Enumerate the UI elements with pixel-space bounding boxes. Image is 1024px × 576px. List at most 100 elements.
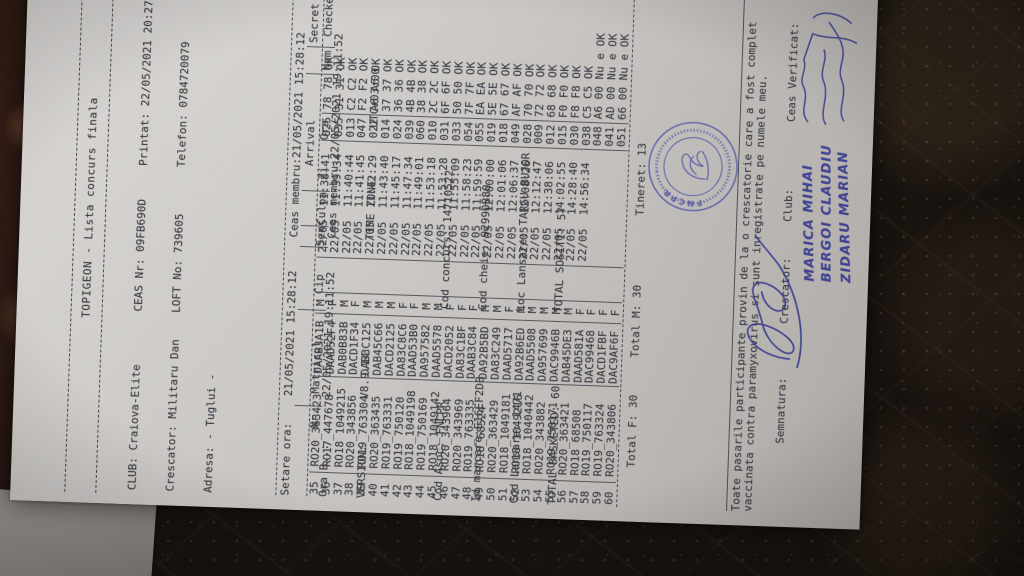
- cell-nom: 048: [591, 123, 605, 151]
- handwritten-name: MARICA MIHAI: [800, 164, 818, 282]
- stamp-outer-ring: [648, 121, 738, 212]
- cell-nr: 46: [437, 485, 451, 500]
- cell-nr: 58: [579, 490, 592, 505]
- cell-nom: 031: [438, 117, 452, 146]
- label-semnatura: Semnatura:: [773, 377, 789, 445]
- cell-sex: F: [609, 302, 622, 325]
- cell-nom: 018: [497, 119, 511, 148]
- cell-sex: F: [597, 302, 611, 324]
- page-title: TOPIGEON - Lista concurs finala: [79, 97, 101, 319]
- table-body: 35RO20_363423DAAB3A1BM22/05 11:38:410257…: [308, 0, 634, 507]
- cell-nr: 48: [461, 486, 475, 501]
- cell-nom: 009: [532, 121, 546, 149]
- cell-nr: 51: [496, 487, 510, 502]
- cell-nr: 53: [520, 488, 534, 503]
- cell-sex: M: [314, 292, 328, 314]
- cell-nr: 49: [473, 486, 486, 501]
- handwritten-name: ZIDARU MARIAN: [835, 150, 855, 284]
- header-line: Adresa: - Tuglui -: [201, 373, 219, 494]
- cell-sex: F: [574, 301, 587, 323]
- header-line: Crescator: Militaru Dan LOFT No: 739605 …: [163, 41, 193, 492]
- cell-nom: 015: [556, 121, 570, 150]
- cell-sex: M: [538, 300, 552, 322]
- stamp-pigeon-icon: [681, 150, 709, 181]
- cell-sex: M: [526, 299, 540, 322]
- cell-nr: 56: [555, 489, 569, 504]
- cell-nom: 028: [521, 120, 534, 149]
- header-spacer: [294, 406, 309, 430]
- cell-nr: 55: [544, 489, 557, 504]
- cell-nr: 35: [308, 481, 321, 495]
- cell-sex: M: [373, 294, 387, 316]
- cell-nom: 060: [415, 116, 428, 145]
- cell-nom: 055: [473, 118, 487, 147]
- cell-nr: 57: [567, 490, 581, 504]
- cell-nom: 049: [509, 120, 523, 148]
- verifier-signatures: [801, 12, 858, 125]
- cell-sex: M: [562, 301, 575, 323]
- cell-nr: 36: [320, 481, 333, 496]
- cell-nr: 43: [402, 484, 416, 499]
- cell-nr: 52: [508, 488, 522, 502]
- cell-nom: 010: [426, 117, 440, 145]
- cell-nr: 38: [343, 482, 357, 497]
- cell-cip: DAC9AF6F: [607, 323, 622, 388]
- cell-nom: 013: [344, 114, 358, 142]
- stamp-fncpr-text: FNCPR: [660, 182, 703, 213]
- cell-nr: 44: [414, 484, 427, 499]
- cell-nom: 041: [603, 123, 617, 151]
- header-line: [241, 0, 271, 494]
- header-spacer: [306, 46, 321, 75]
- cell-nom: 012: [544, 121, 558, 149]
- cell-sex: M: [361, 294, 375, 316]
- handwritten-name: BERGOI CLAUDIU: [819, 144, 835, 283]
- total-f: Total F: 30: [624, 394, 641, 468]
- cell-sex: M: [491, 298, 505, 321]
- cell-nr: 59: [591, 491, 604, 505]
- cell-nom: 054: [462, 118, 475, 146]
- stamp-inner-ring: [663, 137, 723, 197]
- cell-sex: M: [420, 296, 434, 318]
- cell-nr: 50: [485, 487, 498, 501]
- cell-sex: F: [503, 299, 516, 321]
- club-stamp: FNCPR: [648, 121, 738, 213]
- cell-sex: M: [479, 298, 493, 320]
- cell-sex: M: [338, 293, 351, 315]
- cell-nom: 014: [379, 115, 393, 144]
- header-spacer: [300, 190, 316, 227]
- cell-sex: F: [467, 297, 481, 320]
- cell-culoa: [610, 267, 624, 304]
- total-m: Total M: 30: [628, 284, 644, 358]
- cell-nr: 41: [379, 483, 392, 498]
- svg-text:FNCPR: FNCPR: [660, 182, 703, 213]
- results-table: ArrivalSecret Num Nr. Matricol CipSexCul…: [274, 0, 637, 508]
- cell-sex: F: [350, 293, 363, 316]
- cell-nr: 45: [426, 485, 439, 499]
- cell-nom: 038: [580, 122, 593, 151]
- cell-nom: 035: [332, 114, 346, 142]
- cell-nom: 024: [391, 116, 405, 144]
- cell-sex: M: [385, 294, 398, 317]
- document-content: TOPIGEON - Lista concurs finala CLUB: Cr…: [10, 0, 880, 530]
- cell-sex: F: [456, 297, 469, 319]
- cell-nr: 37: [331, 481, 345, 496]
- cell-sex: F: [444, 297, 457, 319]
- cell-nom: 039: [403, 116, 416, 144]
- verifier-names-block: MARICA MIHAI BERGOI CLAUDIU ZIDARU MARIA…: [798, 144, 857, 284]
- cell-nom: 030: [568, 122, 582, 150]
- cell-nr: 39: [355, 482, 368, 497]
- cell-nom: 019: [485, 119, 499, 147]
- cell-sex: F: [585, 301, 599, 324]
- cell-nr: 42: [390, 484, 404, 498]
- cell-sex: F: [408, 295, 422, 318]
- cell-nom: 022: [367, 115, 381, 143]
- cell-sex: M: [550, 300, 563, 323]
- cell-nom: 047: [356, 114, 369, 143]
- cell-nr: 60: [603, 491, 616, 506]
- label-club: Club:: [781, 188, 796, 223]
- header-line: CLUB: Craiova-Elite CEAS Nr: 09FB690D Pr…: [125, 0, 157, 491]
- cell-nr: 54: [532, 488, 545, 503]
- cell-nr: 40: [367, 483, 380, 497]
- crescator-signature: [746, 235, 802, 369]
